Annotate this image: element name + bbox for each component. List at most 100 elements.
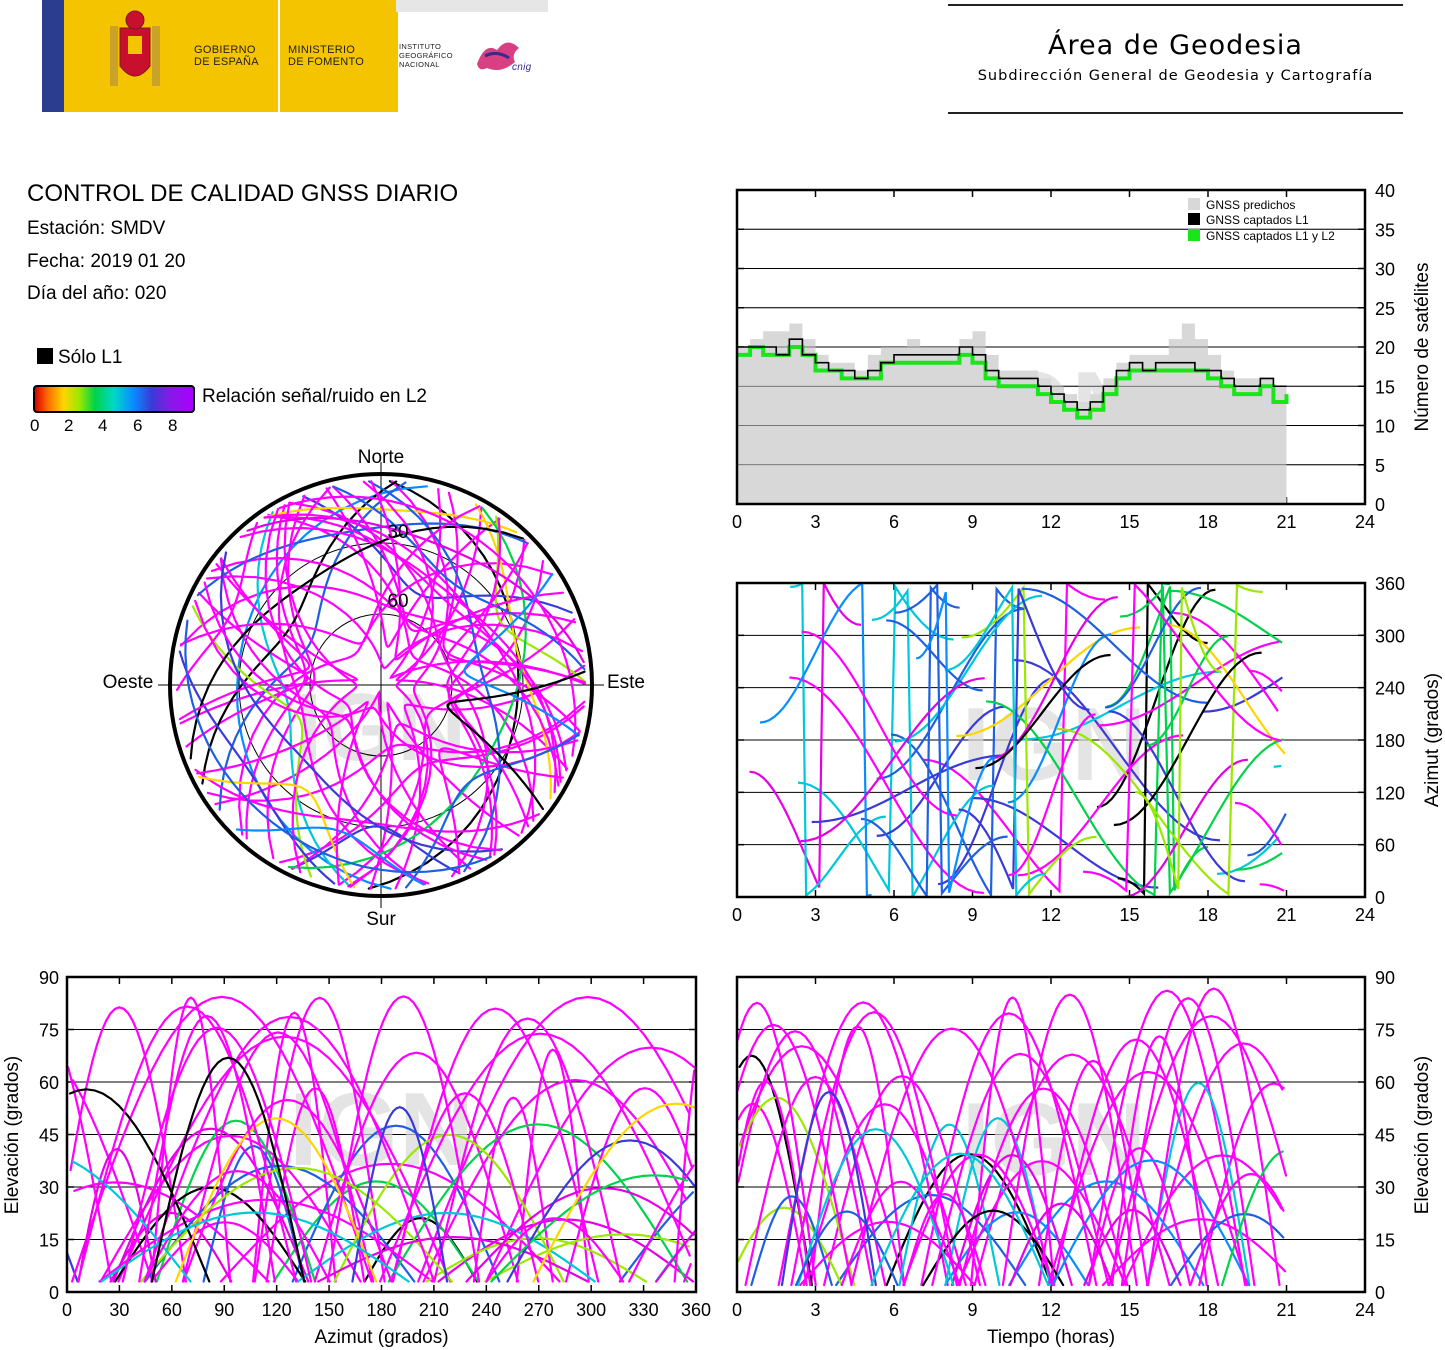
elevation-time-track — [1037, 1059, 1149, 1287]
x-tick-label: 0 — [62, 1300, 72, 1320]
x-tick-label: 15 — [1119, 905, 1139, 925]
azimuth-track — [1167, 623, 1286, 755]
skyplot-track — [245, 504, 307, 840]
elevation-time-track — [931, 1052, 1110, 1287]
x-tick-label: 18 — [1198, 905, 1218, 925]
x-tick-label: 120 — [262, 1300, 292, 1320]
azimuth-track — [886, 619, 983, 692]
report-title: CONTROL DE CALIDAD GNSS DIARIO — [27, 180, 459, 207]
skyplot-track — [180, 505, 481, 646]
elevation-time-track — [958, 1087, 1129, 1287]
x-tick-label: 180 — [366, 1300, 396, 1320]
elevation-azimuth-track — [351, 1106, 449, 1283]
elevation-time-track — [1087, 1147, 1192, 1287]
azimuth-track — [937, 677, 1054, 886]
elevation-azimuth-track — [532, 1102, 697, 1283]
snr-colorbar-label: Relación señal/ruido en L2 — [202, 386, 427, 407]
snr-tick: 4 — [98, 416, 108, 435]
elevation-time-track — [736, 1001, 817, 1287]
azimuth-track — [1113, 651, 1262, 827]
x-tick-label: 6 — [889, 905, 899, 925]
x-axis-label: Tiempo (horas) — [987, 1327, 1115, 1348]
elevation-azimuth-track — [417, 995, 691, 1283]
elevation-time-track — [1147, 987, 1281, 1287]
skyplot-track — [395, 506, 569, 770]
legend-label: GNSS predichos — [1206, 198, 1295, 212]
elevation-azimuth-track — [117, 1035, 452, 1283]
y-tick-label: 45 — [1375, 1126, 1395, 1146]
elevation-time-track — [1221, 1150, 1284, 1287]
azimuth-track — [1234, 801, 1283, 846]
elevation-time-track — [1001, 993, 1138, 1287]
skyplot-track — [347, 480, 450, 888]
skyplot-track — [283, 501, 358, 874]
elevation-azimuth-track — [506, 1139, 697, 1283]
elevation-time-track — [1120, 997, 1256, 1287]
elevation-time-track — [750, 1195, 833, 1287]
area-title: Área de Geodesia — [1048, 30, 1303, 61]
coat-of-arms-icon — [110, 10, 160, 86]
eu-stripe — [42, 0, 64, 112]
y-tick-label: 60 — [1375, 836, 1395, 856]
elevation-azimuth-track — [68, 1088, 211, 1283]
elevation-azimuth-track — [65, 1251, 79, 1283]
snr-tick: 0 — [30, 416, 40, 435]
azimuth-track — [1173, 611, 1279, 712]
x-tick-label: 60 — [162, 1300, 182, 1320]
azimuth-track — [876, 607, 1025, 780]
elevation-azimuth-track — [71, 1160, 192, 1283]
elevation-time-track — [944, 1117, 1052, 1287]
elevation-azimuth-track — [485, 1046, 696, 1283]
y-axis-label: Azimut (grados) — [1422, 673, 1443, 807]
ign-bar — [396, 0, 548, 12]
azimuth-track — [1273, 764, 1282, 768]
y-tick-label: 90 — [39, 968, 59, 988]
l1-series-line — [737, 338, 1287, 411]
elevation-azimuth-track — [387, 1123, 689, 1283]
elevation-time-track — [1110, 1035, 1208, 1287]
elevation-time-track — [736, 1023, 853, 1287]
azimuth-track — [1236, 852, 1283, 871]
elevation-time-track — [850, 1027, 1054, 1287]
elevation-azimuth-track — [71, 995, 373, 1283]
elevation-azimuth-track — [219, 1162, 561, 1283]
elevation-azimuth-track — [391, 1092, 540, 1283]
elevation-time-track — [790, 1011, 958, 1287]
y-axis-label: Elevación (grados) — [2, 1056, 23, 1214]
skyplot-track — [446, 670, 586, 811]
azimuth-track — [1216, 836, 1280, 875]
skyplot-track — [239, 526, 557, 794]
snr-tick: 8 — [168, 416, 178, 435]
x-tick-label: 9 — [967, 905, 977, 925]
skyplot-track — [463, 573, 580, 737]
snr-colorbar — [33, 385, 195, 413]
skyplot-track — [405, 733, 580, 889]
elevation-time-track — [799, 1220, 976, 1287]
x-tick-label: 210 — [419, 1300, 449, 1320]
legend-swatch — [1188, 229, 1200, 241]
skyplot-track — [349, 480, 435, 888]
elevation-time-track — [903, 1192, 987, 1287]
azimuth-track — [1007, 633, 1112, 804]
plot-border — [65, 975, 698, 1294]
skyplot-track — [278, 495, 577, 757]
x-tick-label: 12 — [1041, 1300, 1061, 1320]
azimuth-track — [961, 584, 1097, 897]
elevation-azimuth-track — [515, 1048, 590, 1283]
skyplot-track — [194, 599, 581, 769]
y-tick-label: 15 — [1375, 1231, 1395, 1251]
skyplot-track — [263, 515, 562, 783]
y-tick-label: 360 — [1375, 574, 1405, 594]
skyplot-track — [218, 481, 407, 811]
elevation-azimuth-track — [140, 1166, 453, 1283]
azimuth-tracks — [749, 583, 1287, 897]
x-tick-label: 3 — [810, 512, 820, 532]
elevation-time-track — [1122, 1154, 1283, 1287]
x-tick-label: 9 — [967, 512, 977, 532]
skyplot-track — [267, 513, 535, 822]
azimuth-track — [972, 796, 1159, 889]
elevation-time-track — [1189, 1172, 1285, 1287]
elevation-time-track — [780, 1090, 877, 1287]
elevation-azimuth-track — [150, 1056, 306, 1283]
